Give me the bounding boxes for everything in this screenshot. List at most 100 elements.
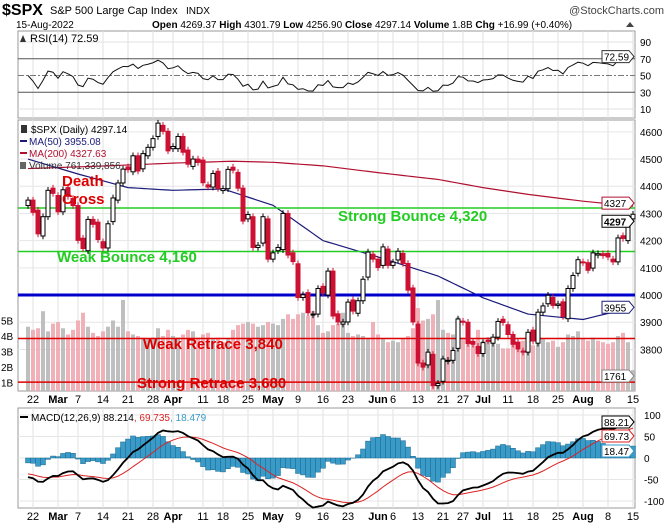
x-tick-label: 21 [122, 394, 134, 406]
macd-histogram-bar [180, 451, 186, 459]
x-tick-label: 13 [412, 394, 424, 406]
candle-body [630, 213, 636, 220]
candle-body [175, 135, 181, 150]
candle-body [170, 146, 176, 150]
volume-bar [486, 337, 490, 391]
candle [50, 184, 56, 197]
candle [530, 326, 536, 345]
x-tick-label: 27 [457, 394, 469, 406]
candle [360, 276, 366, 305]
candle [285, 210, 291, 259]
macd-histogram-bar [430, 457, 436, 482]
candle [120, 165, 126, 187]
volume-bar [71, 329, 75, 391]
volume-bar [336, 323, 340, 391]
candle-body [165, 130, 171, 152]
macd-histogram-bar [290, 457, 296, 469]
volume-bar [421, 320, 425, 391]
volume-bar [96, 336, 100, 391]
macd-histogram-bar [585, 440, 591, 459]
candle [95, 218, 101, 243]
candle-body [180, 135, 186, 153]
volume-bar [611, 342, 615, 391]
volume-tick-label: 1B [1, 379, 14, 390]
candle [410, 284, 416, 326]
volume-bar [56, 322, 60, 391]
candle [235, 169, 241, 192]
macd-histogram-bar [280, 457, 286, 468]
macd-histogram-bar [105, 457, 111, 461]
rsi-panel [17, 30, 636, 119]
macd-histogram-bar [525, 451, 531, 459]
candle-body [510, 333, 516, 345]
candle [620, 232, 626, 242]
volume-value: 1761 [604, 372, 627, 383]
candle-body [550, 296, 556, 306]
volume-bar [241, 323, 245, 391]
candle-body [380, 246, 386, 266]
volume-bar [456, 317, 460, 391]
candle [465, 318, 471, 347]
macd-histogram-bar [390, 437, 396, 459]
macd-histogram-bar [210, 457, 216, 470]
candle [290, 249, 296, 265]
volume-bar [26, 326, 30, 391]
candle [505, 321, 511, 338]
macd-legend: MACD(12,26,9) 88.214, 69.735, 18.479 [31, 413, 207, 424]
candle [485, 337, 491, 345]
volume-bar [256, 326, 260, 391]
candle-body [30, 199, 36, 213]
candle [500, 315, 506, 326]
macd-histogram-bar [95, 457, 101, 463]
candle [90, 216, 96, 228]
candle [380, 243, 386, 269]
candle [150, 135, 156, 151]
volume-bar [526, 337, 530, 391]
macd-histogram-bar [505, 445, 511, 459]
symbol: $SPX [2, 2, 43, 19]
x-tick-label: 18 [527, 511, 539, 523]
macd-histogram-bar [85, 457, 91, 462]
volume-bar [156, 328, 160, 391]
macd-histogram-bar [35, 457, 41, 467]
candle-body [620, 235, 626, 239]
quote-chg-label: Chg [475, 20, 497, 31]
volume-bar [301, 312, 305, 391]
candle [125, 163, 131, 173]
candle-body [220, 188, 226, 192]
macd-histogram-bar [265, 457, 271, 479]
candle-icon [21, 125, 27, 133]
candle [545, 292, 551, 308]
candle-body [150, 138, 156, 148]
volume-bar [201, 334, 205, 391]
macd-signal-value: 69.73 [604, 432, 629, 443]
volume-bar [196, 337, 200, 391]
candle-body [80, 237, 86, 250]
candle-body [490, 336, 496, 344]
macd-histogram-bar [175, 447, 181, 459]
candle-body [610, 258, 616, 263]
candle-body [200, 159, 206, 184]
macd-histogram-bar [320, 457, 326, 469]
candle-body [70, 197, 76, 207]
x-tick-label: 9 [295, 511, 301, 523]
macd-tick-label: 50 [644, 433, 656, 444]
volume-bar [186, 329, 190, 391]
candle [595, 250, 601, 259]
volume-bar [511, 343, 515, 391]
candle-body [40, 216, 46, 237]
macd-histogram-bar [540, 444, 546, 459]
volume-bar [221, 342, 225, 391]
candle [420, 359, 426, 371]
volume-bar [31, 329, 35, 391]
macd-histogram-bar [75, 457, 81, 460]
volume-bar [216, 337, 220, 391]
volume-bar [291, 318, 295, 391]
volume-bar [296, 314, 300, 391]
macd-histogram-bar [595, 441, 601, 459]
volume-bar [481, 340, 485, 391]
x-tick-label: May [262, 511, 284, 523]
candle-body [295, 263, 301, 298]
